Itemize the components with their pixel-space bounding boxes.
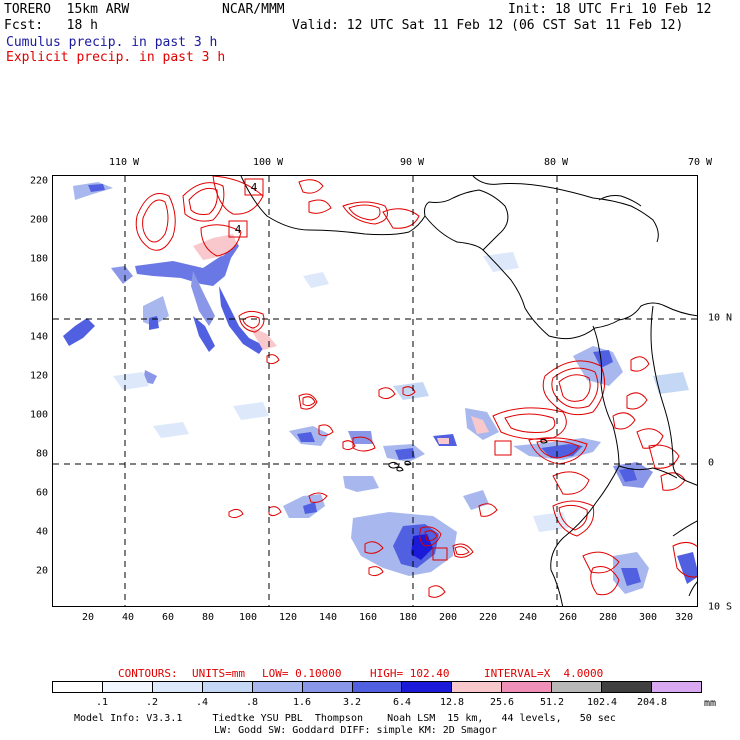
legend-swatch — [552, 682, 603, 692]
legend-level-label: 102.4 — [586, 697, 618, 708]
legend-swatch — [502, 682, 553, 692]
y-tick-label: 80 — [35, 448, 48, 460]
map-graphic: 4 4 — [53, 176, 697, 606]
legend-level-label: 6.4 — [392, 697, 412, 708]
y-tick-label: 160 — [29, 292, 48, 304]
x-tick-label: 80 — [201, 612, 215, 623]
model-title: TORERO 15km ARW — [4, 2, 130, 17]
legend-level-label: 51.2 — [539, 697, 565, 708]
x-tick-label: 160 — [358, 612, 378, 623]
lon-label-110w: 110 W — [108, 157, 140, 168]
lat-label-0: 0 — [708, 457, 715, 469]
x-tick-label: 320 — [674, 612, 694, 623]
y-tick-label: 140 — [29, 331, 48, 343]
max-box-label: 4 — [235, 223, 242, 236]
y-tick-label: 100 — [29, 409, 48, 421]
legend-level-label: 3.2 — [342, 697, 362, 708]
explicit-precip-title: Explicit precip. in past 3 h — [6, 50, 226, 65]
y-tick-label: 220 — [29, 175, 48, 187]
x-tick-label: 260 — [558, 612, 578, 623]
x-tick-label: 140 — [318, 612, 338, 623]
cumulus-precip-title: Cumulus precip. in past 3 h — [6, 35, 218, 50]
legend-swatch — [202, 682, 253, 692]
legend-swatch — [252, 682, 303, 692]
legend-level-label: 25.6 — [489, 697, 515, 708]
legend-level-label: .8 — [245, 697, 259, 708]
contours-low: LOW= 0.10000 — [262, 667, 342, 680]
y-tick-label: 180 — [29, 253, 48, 265]
x-tick-label: 180 — [398, 612, 418, 623]
x-tick-label: 200 — [438, 612, 458, 623]
color-legend — [52, 681, 702, 693]
legend-swatch — [102, 682, 153, 692]
x-tick-label: 300 — [638, 612, 658, 623]
coastlines — [240, 176, 697, 606]
legend-level-label: 1.6 — [292, 697, 312, 708]
legend-level-label: .4 — [195, 697, 209, 708]
legend-swatch — [652, 682, 701, 692]
legend-level-label: .1 — [95, 697, 109, 708]
legend-level-label: 12.8 — [439, 697, 465, 708]
init-time: Init: 18 UTC Fri 10 Feb 12 — [508, 2, 712, 17]
max-box-label: 4 — [251, 181, 258, 194]
legend-swatch — [452, 682, 503, 692]
x-tick-label: 120 — [278, 612, 298, 623]
x-tick-label: 280 — [598, 612, 618, 623]
precipitation-map: 4 4 — [52, 175, 698, 607]
lat-label-10n: 10 N — [708, 312, 733, 324]
x-tick-label: 240 — [518, 612, 538, 623]
x-tick-label: 220 — [478, 612, 498, 623]
legend-swatch — [53, 682, 103, 692]
x-tick-label: 60 — [161, 612, 175, 623]
forecast-hour: Fcst: 18 h — [4, 18, 98, 33]
legend-unit: mm — [704, 698, 717, 709]
contours-high: HIGH= 102.40 — [370, 667, 450, 680]
lat-label-10s: 10 S — [708, 601, 733, 613]
x-tick-label: 100 — [238, 612, 258, 623]
legend-swatch — [302, 682, 353, 692]
legend-level-label: 204.8 — [636, 697, 668, 708]
y-tick-label: 40 — [35, 526, 48, 538]
x-tick-label: 20 — [81, 612, 95, 623]
lon-label-70w: 70 W — [687, 157, 713, 168]
y-tick-label: 120 — [29, 370, 48, 382]
y-tick-label: 60 — [35, 487, 48, 499]
lon-label-90w: 90 W — [399, 157, 425, 168]
x-tick-label: 40 — [121, 612, 135, 623]
contours-units: UNITS=mm — [192, 667, 245, 680]
lon-label-100w: 100 W — [252, 157, 284, 168]
model-physics: LW: Godd SW: Goddard DIFF: simple KM: 2D… — [214, 725, 497, 736]
valid-time: Valid: 12 UTC Sat 11 Feb 12 (06 CST Sat … — [292, 18, 684, 33]
legend-swatch — [152, 682, 203, 692]
y-tick-label: 20 — [35, 565, 48, 577]
center-label: NCAR/MMM — [222, 2, 285, 17]
legend-swatch — [602, 682, 653, 692]
contours-label: CONTOURS: — [118, 667, 178, 680]
lon-label-80w: 80 W — [543, 157, 569, 168]
contours-interval: INTERVAL=X 4.0000 — [484, 667, 604, 680]
legend-swatch — [352, 682, 403, 692]
legend-level-label: .2 — [145, 697, 159, 708]
max-value-boxes — [228, 178, 512, 561]
model-info: Model Info: V3.3.1 Tiedtke YSU PBL Thomp… — [74, 713, 616, 724]
y-tick-label: 200 — [29, 214, 48, 226]
cumulus-precip-shading — [63, 182, 697, 594]
legend-swatch — [402, 682, 453, 692]
lat-lon-grid — [53, 176, 697, 606]
